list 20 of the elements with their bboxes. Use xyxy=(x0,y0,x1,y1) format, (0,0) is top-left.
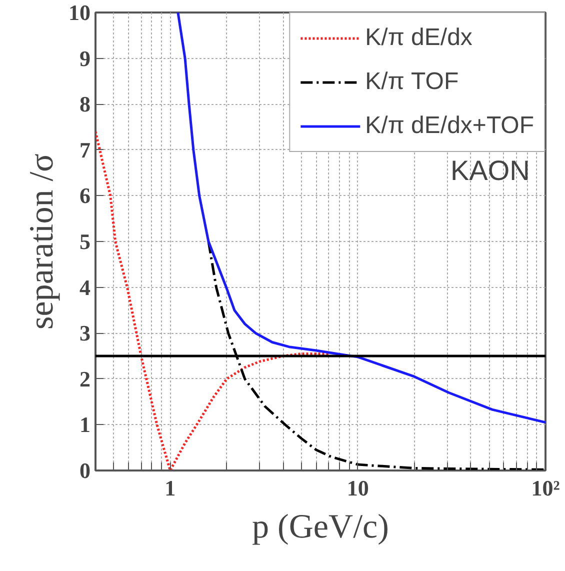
y-tick-label: 1 xyxy=(80,412,90,438)
y-tick-label: 2 xyxy=(80,366,90,392)
y-tick-label: 7 xyxy=(80,137,90,162)
y-tick-label: 5 xyxy=(80,229,90,254)
y-axis-title: separation /σ xyxy=(24,153,60,330)
y-tick-label: 9 xyxy=(80,46,90,71)
y-tick-label: 4 xyxy=(80,274,90,300)
legend-label: K/π TOF xyxy=(365,68,459,96)
annotation: KAON xyxy=(450,155,530,186)
x-tick-label: 10 xyxy=(346,476,369,500)
y-tick-label: 10 xyxy=(68,0,90,25)
x-tick-label: 10² xyxy=(531,476,560,500)
y-tick-label: 6 xyxy=(80,183,90,208)
legend-label: K/π dE/dx xyxy=(365,24,472,52)
y-tick-label: 3 xyxy=(80,320,90,346)
x-tick-label: 1 xyxy=(164,476,176,500)
x-axis-title: p (GeV/c) xyxy=(252,508,389,546)
y-tick-label: 0 xyxy=(80,458,90,483)
legend-label: K/π dE/dx+TOF xyxy=(365,112,534,140)
y-tick-label: 8 xyxy=(80,92,90,117)
